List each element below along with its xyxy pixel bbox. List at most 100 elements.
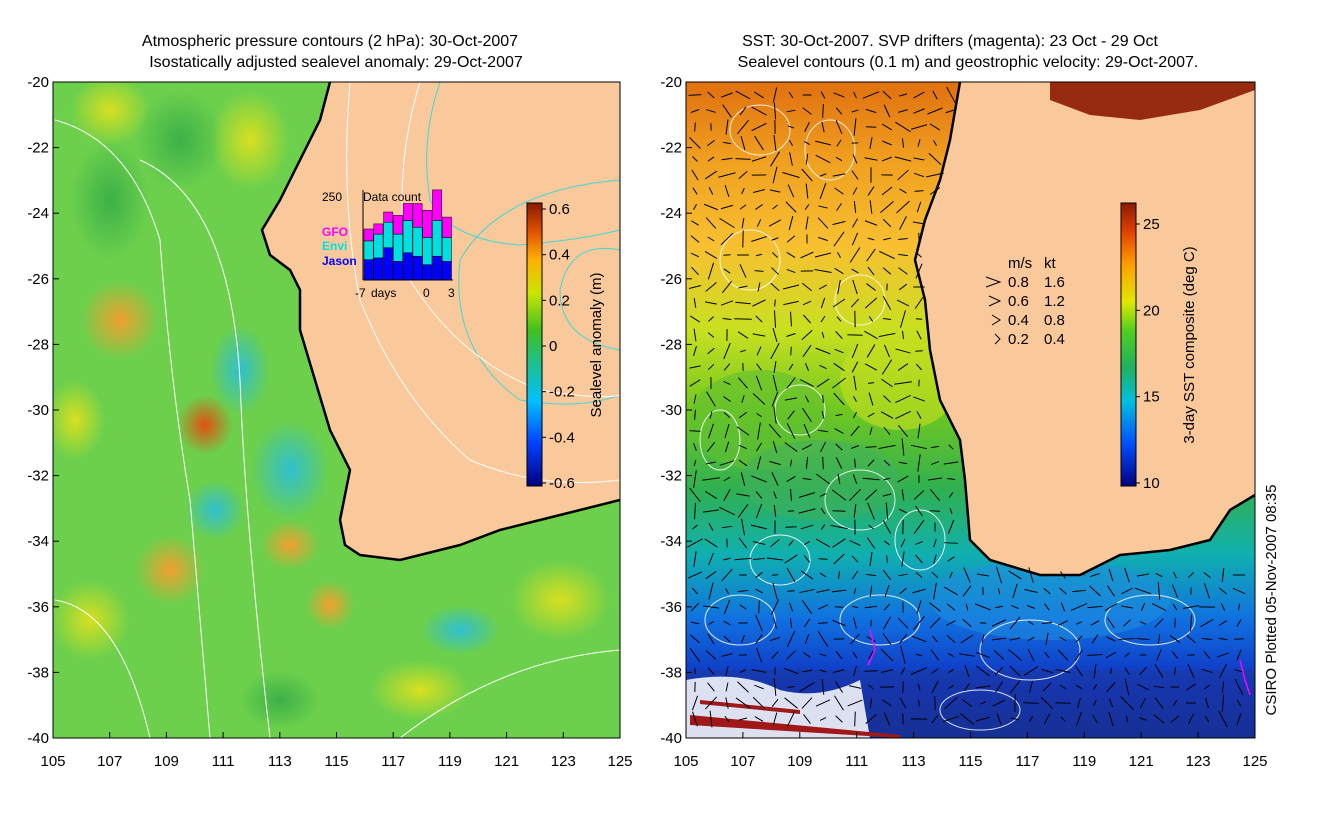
velocity-vector [1055, 703, 1070, 704]
inset-bar-envi [384, 222, 393, 248]
plot-credit: CSIRO Plotted 05-Nov-2007 08:35 [1263, 485, 1280, 716]
velocity-legend-kt: 0.4 [1044, 331, 1065, 348]
left-y-tick-label: -24 [27, 205, 49, 222]
left-x-tick-label: 125 [607, 753, 632, 770]
sst-colorbar-bar [1121, 203, 1136, 486]
velocity-vector [935, 696, 936, 710]
inset-bar-gfo [393, 215, 402, 234]
inset-bar-envi [423, 238, 432, 265]
sst-map [686, 82, 1255, 738]
right-y-tick-label: -26 [660, 271, 682, 288]
sst-colorbar-tick-label: 15 [1143, 389, 1160, 406]
inset-bar-jason [364, 260, 373, 280]
sla-colorbar-tick-label: 0.2 [549, 292, 570, 309]
left-x-tick-label: 117 [381, 753, 405, 770]
inset-xlabel-start: -7 [355, 286, 366, 300]
velocity-vector [916, 319, 922, 320]
inset-bar-envi [393, 234, 402, 261]
inset-bar-jason [423, 265, 432, 280]
inset-bar-jason [384, 248, 393, 280]
velocity-vector [944, 543, 958, 544]
right-x-tick-label: 109 [787, 753, 812, 770]
left-x-tick-label: 123 [551, 753, 576, 770]
velocity-vector [903, 681, 904, 692]
inset-bar-gfo [413, 204, 422, 228]
left-x-tick-label: 121 [494, 753, 519, 770]
right-x-tick-label: 105 [673, 753, 698, 770]
velocity-vector [690, 431, 701, 432]
right-x-tick-label: 107 [730, 753, 755, 770]
inset-bar-envi [364, 241, 373, 260]
sla-colorbar-tick-label: -0.6 [549, 475, 575, 492]
velocity-legend-ms: 0.4 [1008, 312, 1029, 329]
inset-bar-envi [403, 221, 412, 253]
left-x-tick-label: 105 [40, 753, 65, 770]
left-x-tick-label: 107 [97, 753, 122, 770]
left-y-tick-label: -38 [27, 664, 49, 681]
inset-bar-gfo [432, 190, 441, 221]
inset-xlabel-end: 3 [448, 286, 455, 300]
velocity-vector [855, 712, 856, 727]
left-panel: Atmospheric pressure contours (2 hPa): 3… [27, 33, 632, 770]
inset-bar-envi [374, 234, 383, 258]
inset-xlabel-days: days [371, 286, 396, 300]
left-y-tick-label: -30 [27, 402, 49, 419]
velocity-legend-ms: 0.8 [1008, 274, 1029, 291]
left-title-line2: Isostatically adjusted sealevel anomaly:… [149, 54, 523, 71]
velocity-legend-kt: 1.6 [1044, 274, 1065, 291]
sla-colorbar-label: Sealevel anomaly (m) [588, 272, 605, 417]
velocity-legend-kt: 1.2 [1044, 293, 1065, 310]
inset-bar-gfo [374, 224, 383, 234]
velocity-legend-header-kt: kt [1044, 255, 1057, 272]
velocity-vector [787, 591, 794, 592]
left-y-tick-label: -36 [27, 599, 49, 616]
inset-bar-gfo [423, 210, 432, 237]
sla-colorbar-tick-label: -0.2 [549, 384, 575, 401]
sst-colorbar-tick-label: 25 [1143, 216, 1160, 233]
inset-bar-gfo [442, 217, 451, 237]
velocity-legend-ms: 0.6 [1008, 293, 1029, 310]
left-y-tick-label: -34 [27, 533, 49, 550]
velocity-vector [791, 347, 792, 355]
velocity-vector [980, 623, 986, 624]
inset-legend-envi: Envi [322, 239, 347, 253]
velocity-vector [818, 559, 827, 560]
right-x-tick-label: 117 [1015, 753, 1039, 770]
right-title-line1: SST: 30-Oct-2007. SVP drifters (magenta)… [742, 33, 1158, 50]
left-title-line1: Atmospheric pressure contours (2 hPa): 3… [142, 33, 518, 50]
sla-colorbar-tick-label: 0.4 [549, 247, 570, 264]
inset-bar-envi [442, 238, 451, 262]
sla-colorbar-tick-label: 0 [549, 338, 557, 355]
left-x-tick-label: 115 [325, 753, 349, 770]
velocity-vector [785, 527, 796, 528]
sst-colorbar-label: 3-day SST composite (deg C) [1181, 246, 1198, 443]
inset-bar-jason [442, 261, 451, 280]
inset-bar-gfo [364, 229, 373, 241]
right-y-tick-label: -20 [660, 74, 682, 91]
inset-ymax: 250 [322, 190, 342, 204]
right-x-tick-label: 115 [959, 753, 983, 770]
left-y-tick-label: -22 [27, 140, 49, 157]
right-y-tick-label: -38 [660, 664, 682, 681]
left-x-tick-label: 119 [438, 753, 462, 770]
right-x-tick-label: 113 [902, 753, 926, 770]
sla-colorbar-tick-label: 0.6 [549, 201, 570, 218]
right-y-tick-label: -40 [660, 730, 682, 747]
inset-xlabel-zero: 0 [423, 286, 430, 300]
right-y-tick-label: -30 [660, 402, 682, 419]
left-y-tick-label: -32 [27, 468, 49, 485]
right-x-tick-label: 121 [1129, 753, 1154, 770]
velocity-legend-header-ms: m/s [1008, 255, 1032, 272]
velocity-vector [1187, 655, 1195, 656]
right-y-tick-label: -22 [660, 140, 682, 157]
right-y-tick-label: -36 [660, 599, 682, 616]
right-x-tick-label: 125 [1242, 753, 1267, 770]
velocity-vector [919, 233, 920, 245]
velocity-vector [834, 639, 845, 640]
velocity-vector [919, 380, 920, 387]
inset-bar-envi [413, 227, 422, 256]
left-x-tick-label: 113 [268, 753, 292, 770]
inset-bar-jason [413, 256, 422, 280]
inset-bar-gfo [403, 204, 412, 221]
